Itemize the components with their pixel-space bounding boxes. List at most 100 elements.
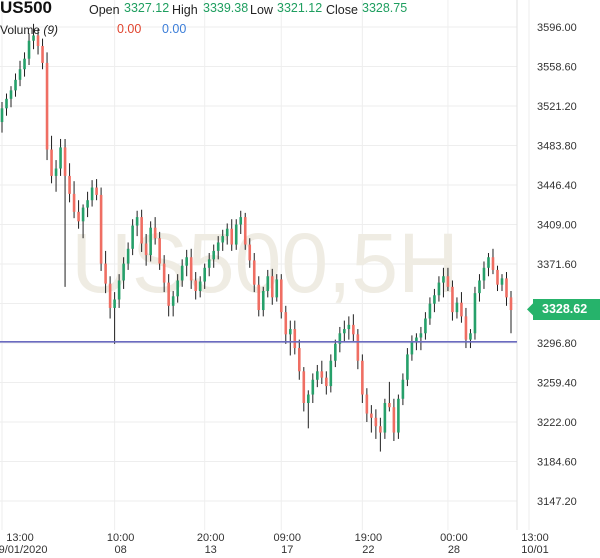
- candle: [36, 29, 40, 55]
- candle-body: [455, 302, 459, 313]
- y-tick-label: 3259.40: [537, 378, 577, 390]
- candle-body: [433, 295, 436, 304]
- candle: [316, 364, 319, 388]
- y-tick-label: 3409.00: [537, 220, 577, 232]
- candle: [54, 160, 58, 192]
- candle-body: [63, 147, 67, 176]
- candle-body: [5, 98, 8, 109]
- watermark: US500,5H: [71, 216, 459, 310]
- candle: [144, 234, 148, 266]
- candle-body: [90, 187, 94, 201]
- candle-body: [496, 269, 499, 285]
- candle: [388, 381, 391, 412]
- candle-body: [469, 333, 472, 340]
- candle-body: [397, 398, 400, 433]
- candle: [293, 320, 297, 355]
- candle: [72, 181, 76, 219]
- y-tick-label: 3184.60: [537, 457, 577, 469]
- candle-body: [171, 296, 175, 306]
- candle: [63, 138, 67, 287]
- candle-body: [158, 238, 161, 264]
- candle-body: [54, 168, 58, 176]
- candle-body: [212, 250, 216, 260]
- candle: [478, 274, 481, 302]
- candle-body: [140, 217, 143, 244]
- candle-body: [0, 108, 4, 123]
- candle: [446, 267, 450, 292]
- candle: [257, 276, 261, 317]
- candle-body: [442, 276, 445, 283]
- x-axis-labels: 13:0009/01/202010:000820:001309:001719:0…: [0, 532, 549, 556]
- candle: [135, 210, 139, 237]
- candle-body: [374, 417, 378, 427]
- candle-body: [478, 280, 481, 294]
- candle: [216, 236, 220, 260]
- candle: [234, 219, 238, 250]
- candle: [325, 371, 328, 395]
- candle: [392, 398, 396, 442]
- candle-body: [410, 341, 414, 355]
- candle: [5, 93, 8, 116]
- y-tick-label: 3222.00: [537, 417, 577, 429]
- candle-body: [509, 297, 513, 311]
- grid-lines: [0, 0, 530, 530]
- candle: [455, 297, 459, 319]
- candle: [198, 276, 202, 298]
- candle-body: [198, 281, 202, 292]
- x-tick-time: 09:00: [274, 532, 302, 544]
- candle: [86, 191, 89, 218]
- candle-body: [45, 62, 49, 150]
- candle: [189, 248, 193, 289]
- candle: [270, 268, 274, 305]
- candle: [203, 263, 206, 289]
- candle-body: [451, 286, 454, 313]
- x-tick-date: 13: [205, 544, 217, 556]
- candle-body: [270, 276, 274, 298]
- open-label: Open: [89, 3, 120, 17]
- candle: [469, 329, 472, 349]
- candle-body: [275, 279, 279, 298]
- candle: [113, 292, 116, 344]
- candle-body: [261, 291, 265, 311]
- volume-label: Volume (9): [0, 23, 58, 37]
- candle-body: [329, 360, 333, 387]
- candle-body: [252, 260, 256, 285]
- candle-body: [36, 35, 40, 47]
- candle: [451, 280, 454, 321]
- x-tick-time: 13:00: [521, 532, 549, 544]
- candle-body: [144, 243, 148, 256]
- candle: [248, 238, 252, 268]
- candle: [117, 274, 121, 308]
- candle-body: [325, 377, 328, 387]
- candle-body: [27, 40, 31, 59]
- candle-body: [401, 379, 405, 399]
- candle-body: [297, 348, 301, 372]
- candle: [9, 86, 13, 108]
- candle-body: [419, 333, 423, 338]
- candle-body: [243, 217, 247, 245]
- candle: [334, 339, 337, 368]
- candle: [171, 291, 175, 317]
- candle-body: [14, 79, 17, 91]
- candle-body: [473, 293, 477, 334]
- candle-body: [108, 283, 112, 308]
- x-tick-time: 00:00: [440, 532, 468, 544]
- candle-body: [149, 227, 152, 256]
- candle: [365, 388, 369, 422]
- candle-body: [239, 217, 243, 225]
- candle: [482, 261, 486, 289]
- volume-label-text: Volume: [0, 23, 41, 37]
- candle: [307, 390, 310, 429]
- candle-body: [361, 360, 364, 395]
- last-price-tag: 3328.62: [533, 299, 600, 321]
- candle: [252, 253, 256, 293]
- candle-body: [81, 207, 85, 222]
- candle: [131, 219, 134, 256]
- x-tick-date: 09/01/2020: [0, 544, 48, 556]
- candle: [302, 367, 306, 412]
- candle: [356, 329, 360, 370]
- candle-body: [307, 394, 310, 403]
- y-tick-label: 3446.40: [537, 180, 577, 192]
- candle: [27, 33, 31, 66]
